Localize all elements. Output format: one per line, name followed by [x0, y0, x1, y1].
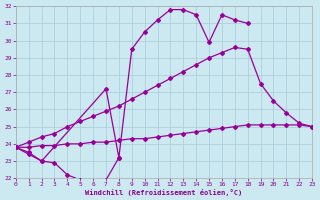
- X-axis label: Windchill (Refroidissement éolien,°C): Windchill (Refroidissement éolien,°C): [85, 189, 243, 196]
